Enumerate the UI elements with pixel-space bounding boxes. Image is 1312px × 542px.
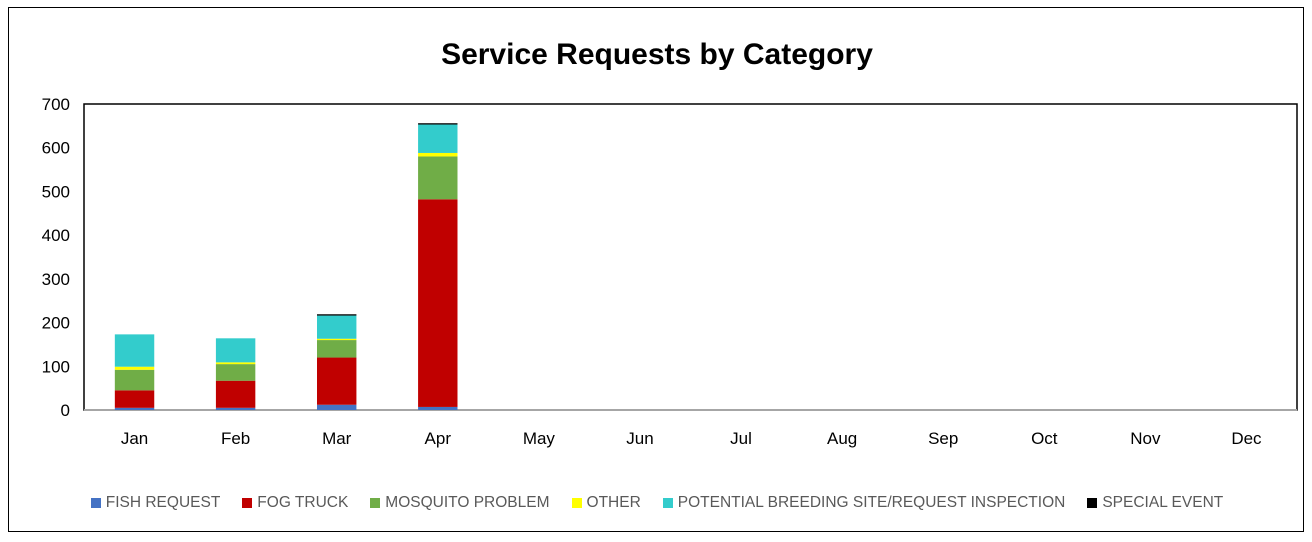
bar-jan-series-4 [114,334,155,367]
legend-swatch [571,498,582,508]
legend: FISH REQUEST FOG TRUCK MOSQUITO PROBLEM OTH… [9,494,1305,512]
bar-jan-series-2 [114,369,155,391]
y-tick-label: 300 [42,270,70,289]
bar-mar-series-3 [317,338,357,341]
plot-border [83,103,1298,411]
x-tick-label-aug: Aug [827,429,857,448]
x-tick-label-feb: Feb [221,429,250,448]
legend-label: POTENTIAL BREEDING SITE/REQUEST INSPECTI… [677,494,1066,511]
bar-apr-series-4 [418,124,458,153]
y-tick-label: 500 [42,182,70,201]
legend-item-5: SPECIAL EVENT [1087,494,1223,512]
legend-swatch [90,498,101,508]
chart-frame: Service Requests by Category 0 100 200 300 4… [8,7,1304,532]
x-tick-label-jun: Jun [626,429,653,448]
bar-mar-series-0 [317,404,357,410]
bar-apr-series-1 [418,199,458,407]
legend-swatch [1087,498,1098,508]
bar-mar-series-2 [317,340,357,358]
bar-jan-series-3 [114,366,155,370]
x-tick-label-dec: Dec [1231,429,1262,448]
legend-item-3: OTHER [571,494,641,512]
bar-mar-series-1 [317,357,357,405]
legend-label: SPECIAL EVENT [1102,494,1224,511]
bar-feb-series-2 [215,364,256,381]
x-tick-label-oct: Oct [1031,429,1058,448]
legend-swatch [242,498,253,508]
y-tick-label: 600 [42,139,70,158]
bar-mar-series-4 [317,315,357,339]
y-tick-label: 100 [42,357,70,376]
legend-label: FOG TRUCK [257,494,349,511]
bar-apr-series-0 [418,406,458,410]
x-tick-label-apr: Apr [425,429,452,448]
x-tick-label-jan: Jan [121,429,148,448]
x-tick-label-may: May [523,429,556,448]
bar-apr-series-5 [418,123,458,125]
bar-mar-series-5 [317,314,357,316]
x-tick-label-sep: Sep [928,429,958,448]
bar-feb-series-0 [215,407,256,410]
bar-feb-series-1 [215,380,256,408]
chart-title: Service Requests by Category [441,38,873,71]
bar-jan-series-1 [114,390,155,408]
legend-swatch [370,498,381,508]
legend-label: MOSQUITO PROBLEM [385,494,550,511]
y-tick-label: 0 [61,401,70,420]
legend-item-2: MOSQUITO PROBLEM [370,494,550,512]
legend-label: OTHER [586,494,641,511]
y-tick-label: 400 [42,226,70,245]
y-tick-label: 700 [42,95,70,114]
legend-item-4: POTENTIAL BREEDING SITE/REQUEST INSPECTI… [662,494,1066,512]
bar-apr-series-2 [418,156,458,200]
bar-feb-series-3 [215,362,256,365]
bar-jan-series-0 [114,407,155,410]
x-tick-label-jul: Jul [730,429,752,448]
y-tick-label: 200 [42,314,70,333]
x-tick-label-mar: Mar [322,429,352,448]
legend-item-1: FOG TRUCK [242,494,348,512]
plot-area: 0 100 200 300 400 500 600 700 Jan Feb Mar Apr May Jun… [42,95,1298,448]
bar-apr-series-3 [418,152,458,157]
bar-feb-series-4 [215,338,256,363]
legend-label: FISH REQUEST [105,494,221,511]
legend-item-0: FISH REQUEST [90,494,221,512]
x-tick-label-nov: Nov [1130,429,1161,448]
legend-swatch [662,498,673,508]
